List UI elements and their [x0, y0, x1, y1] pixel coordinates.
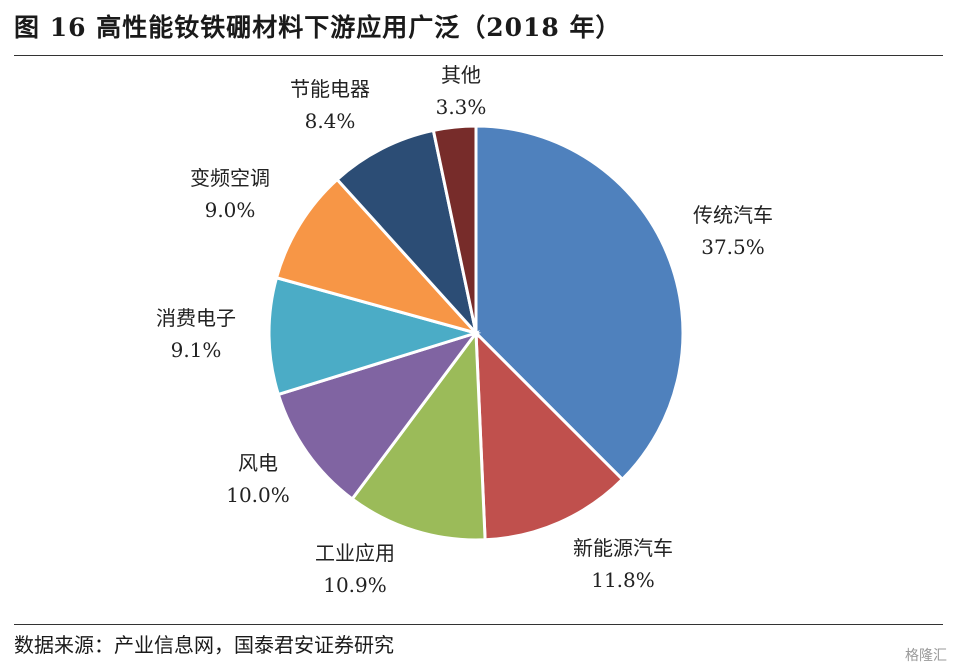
- bottom-divider: [14, 624, 943, 625]
- pie-slice-1: [474, 124, 685, 482]
- slice-value-5: 9.1%: [171, 338, 222, 362]
- slice-value-7: 8.4%: [305, 109, 356, 133]
- slice-value-6: 9.0%: [205, 198, 256, 222]
- slice-value-2: 11.8%: [591, 568, 655, 592]
- pie-slice-6: [274, 177, 481, 336]
- watermark-logo: 格隆汇: [905, 648, 947, 664]
- slice-label-6: 变频空调: [190, 166, 270, 190]
- pie-slice-3: [350, 328, 487, 542]
- slice-label-2: 新能源汽车: [573, 536, 673, 560]
- pie-slice-4: [276, 330, 480, 502]
- top-divider: [14, 55, 943, 56]
- slice-value-3: 10.9%: [323, 573, 387, 597]
- chart-title: 图 16 高性能钕铁硼材料下游应用广泛（2018 年）: [14, 13, 622, 42]
- pie-slice-7: [335, 128, 479, 339]
- slice-label-8: 其他: [441, 63, 481, 87]
- slice-label-4: 风电: [238, 451, 278, 475]
- pie-slice-8: [431, 124, 478, 334]
- slice-label-3: 工业应用: [315, 541, 395, 565]
- slice-value-1: 37.5%: [701, 235, 765, 259]
- source-note: 数据来源：产业信息网，国泰君安证券研究: [14, 633, 394, 657]
- pie-slice-2: [474, 329, 625, 542]
- slice-value-8: 3.3%: [436, 95, 487, 119]
- slice-label-1: 传统汽车: [693, 203, 773, 227]
- slice-value-4: 10.0%: [226, 483, 290, 507]
- slice-label-7: 节能电器: [290, 77, 370, 101]
- pie-slice-5: [267, 275, 482, 397]
- slice-label-5: 消费电子: [156, 306, 236, 330]
